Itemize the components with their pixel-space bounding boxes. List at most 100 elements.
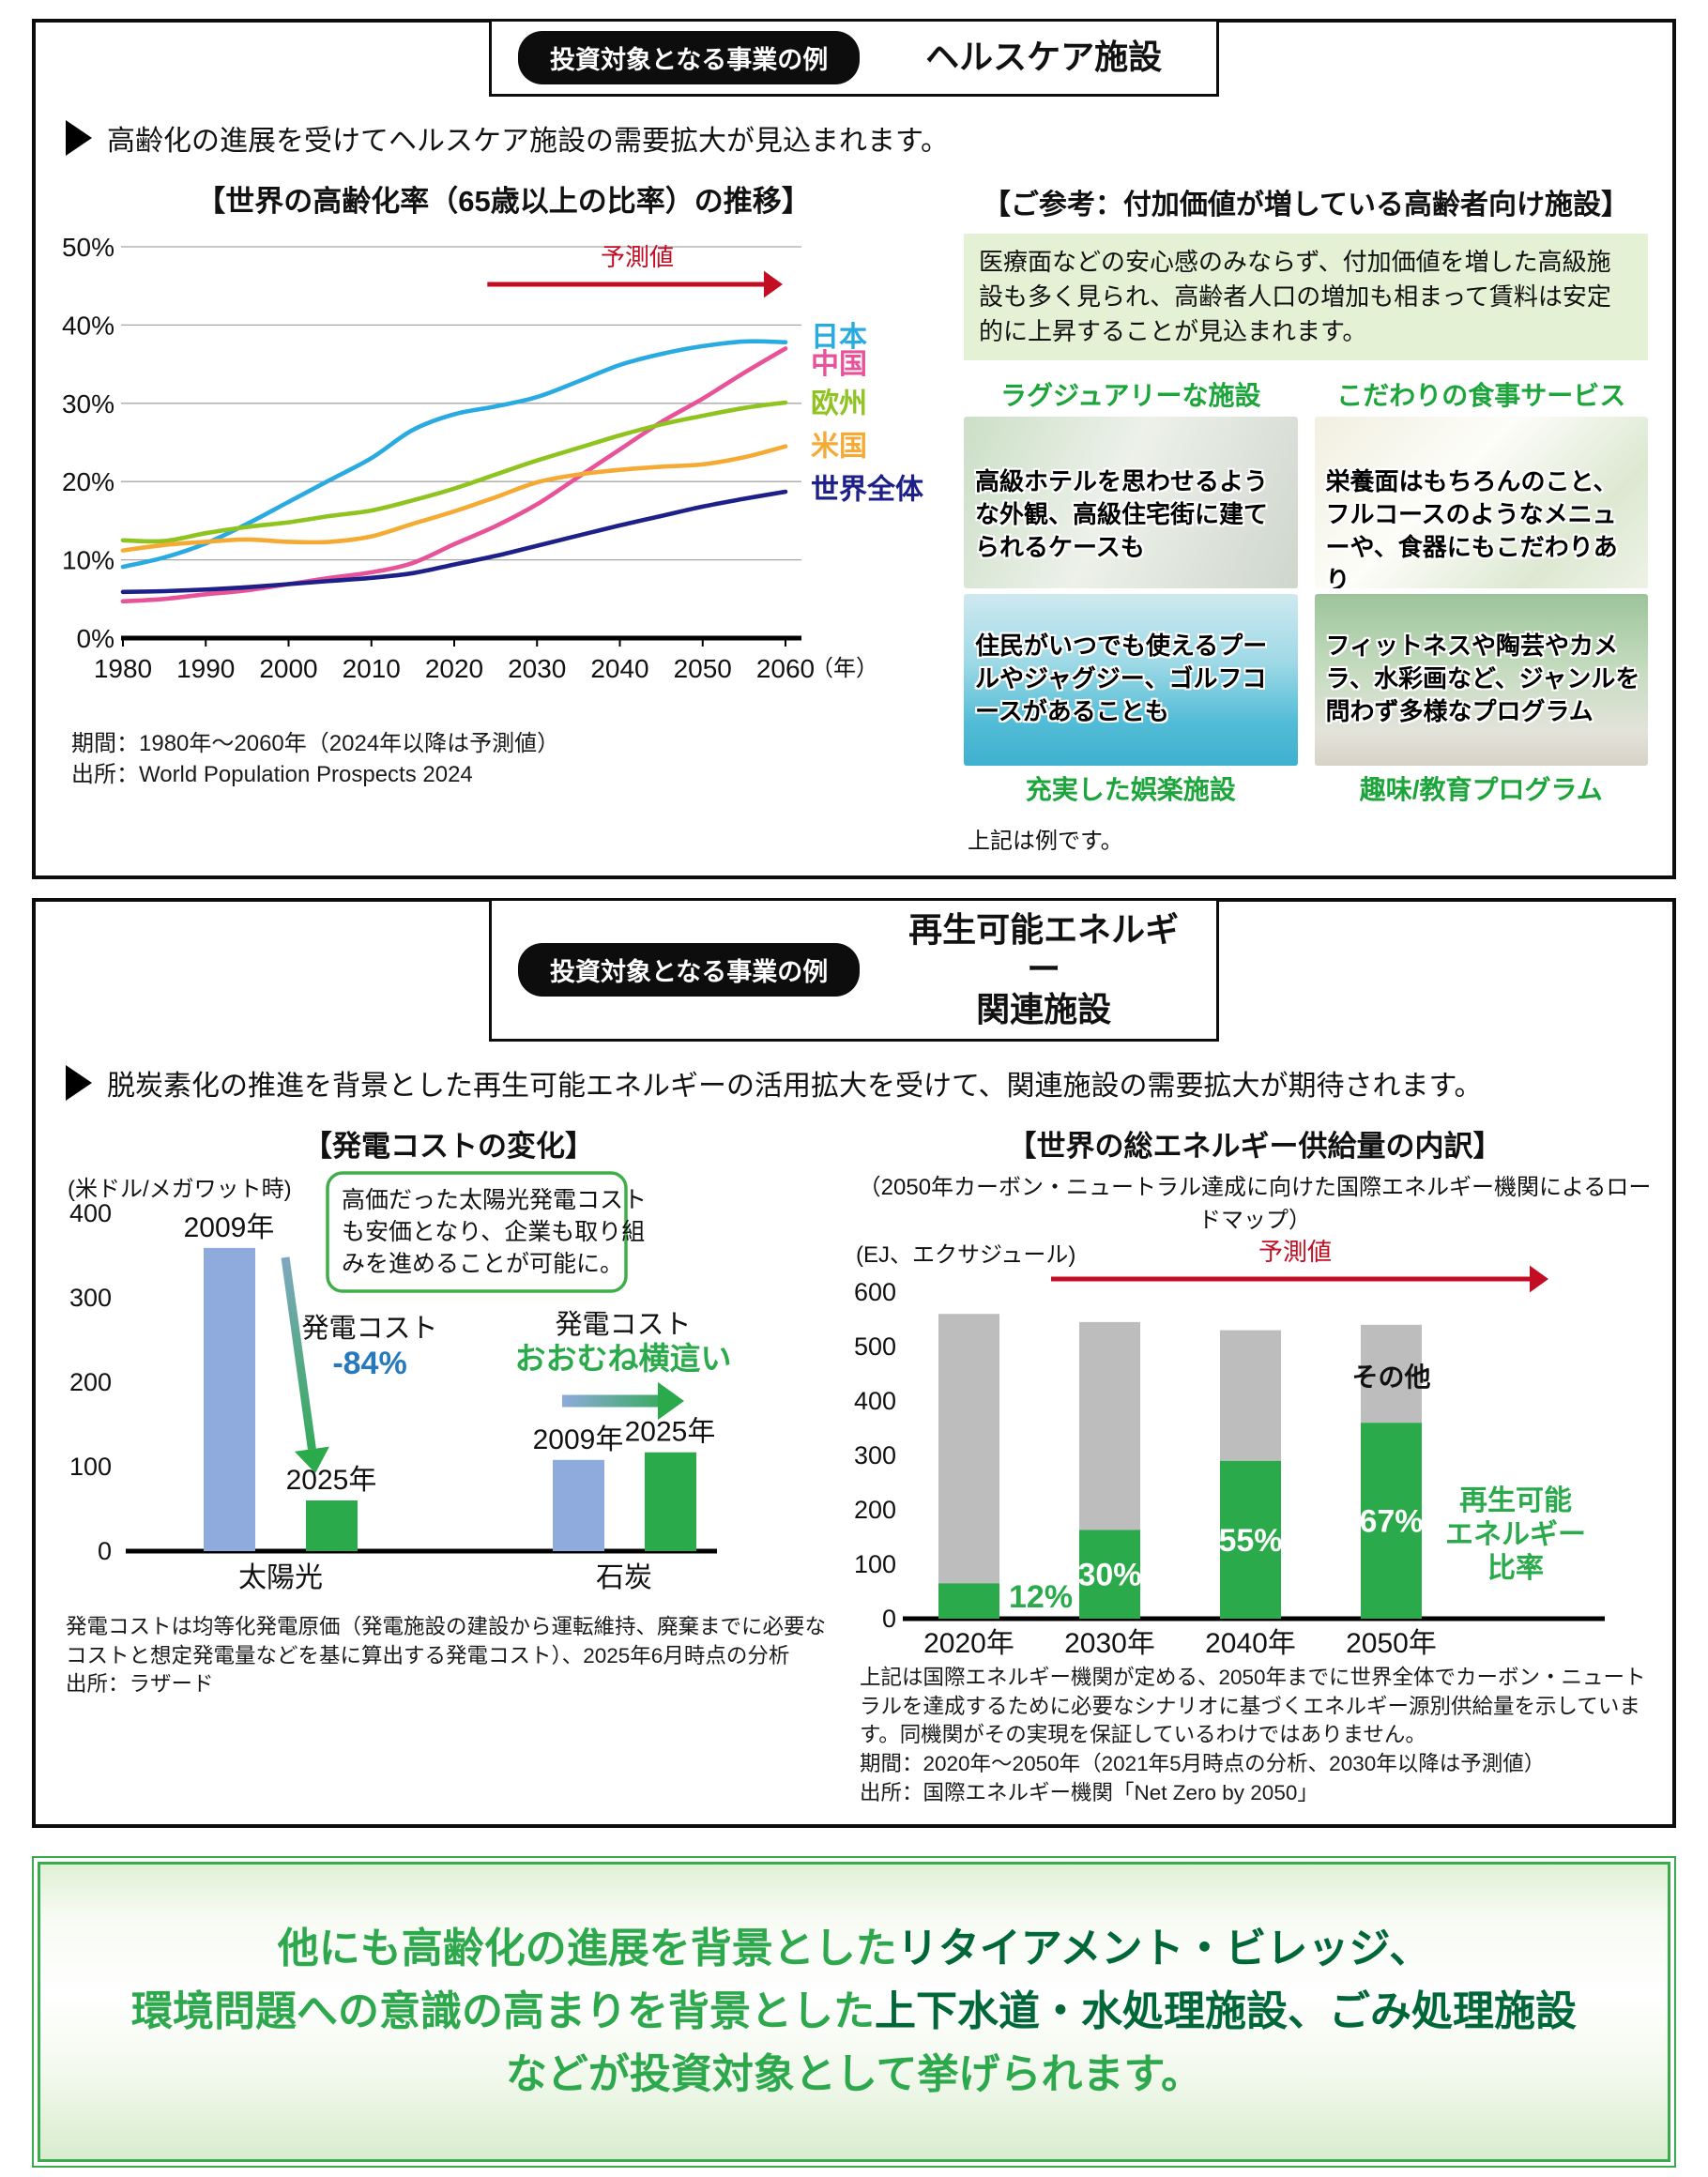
renewable-title-line2: 関連施設 — [976, 989, 1112, 1028]
generation-cost-chart-block: 【発電コストの変化】 (米ドル/メガワット時) 0 100 200 300 400 2009… — [60, 1109, 837, 1807]
svg-text:2030年: 2030年 — [1064, 1628, 1155, 1659]
svg-text:2020年: 2020年 — [923, 1628, 1014, 1659]
fine-dining-photo: 栄養面はもちろんのこと、フルコースのようなメニューや、食器にもこだわりあり — [1314, 416, 1648, 588]
generation-cost-chart-title: 【発電コストの変化】 — [303, 1130, 594, 1164]
other-investment-targets-text: 他にも高齢化の進展を背景としたリタイアメント・ビレッジ、 環境問題への意識の高まり… — [131, 1918, 1577, 2107]
facility-cards-grid: ラグジュアリーな施設 高級ホテルを思わせるような外観、高級住宅街に建てられるケース… — [964, 372, 1648, 811]
svg-text:2000: 2000 — [259, 654, 317, 683]
facility-card: ラグジュアリーな施設 高級ホテルを思わせるような外観、高級住宅街に建てられるケース… — [964, 372, 1298, 588]
facility-card: こだわりの食事サービス 栄養面はもちろんのこと、フルコースのようなメニューや、食器… — [1314, 372, 1648, 588]
renewable-energy-section: 投資対象となる事業の例 再生可能エネルギー 関連施設 脱炭素化の推進を背景とした… — [32, 897, 1676, 1829]
aging-rate-line-chart: 0% 10% 20% 30% 40% 50% 1980 1990 2000 2010 2020 203… — [62, 233, 924, 683]
summary-line: などが投資対象として挙げられます。 — [505, 2050, 1203, 2097]
svg-text:も安価となり、企業も取り組: も安価となり、企業も取り組 — [342, 1219, 645, 1245]
svg-text:50%: 50% — [62, 233, 114, 262]
svg-text:-84%: -84% — [332, 1346, 406, 1381]
aging-rate-chart-block: 【世界の高齢化率（65歳以上の比率）の推移】 0% 10% 20% 30% 40% 50%… — [60, 164, 947, 859]
aging-rate-chart-title: 【世界の高齢化率（65歳以上の比率）の推移】 — [196, 185, 811, 218]
renewable-section-header: 投資対象となる事業の例 再生可能エネルギー 関連施設 — [489, 897, 1219, 1043]
svg-text:67%: 67% — [1359, 1504, 1423, 1540]
resort-pool-photo: 住民がいつでも使えるプールやジャグジー、ゴルフコースがあることも — [964, 593, 1298, 766]
cost-source-note: 出所：ラザード — [66, 1672, 214, 1697]
reference-intro-box: 医療面などの安心感のみならず、付加価値を増した高級施設も多く見られ、高齢者人口の… — [964, 234, 1648, 360]
svg-text:2009年: 2009年 — [184, 1212, 275, 1243]
svg-text:2040年: 2040年 — [1205, 1628, 1296, 1659]
svg-text:（年）: （年） — [811, 656, 878, 681]
facility-card-caption: フィットネスや陶芸やカメラ、水彩画など、ジャンルを問わず多様なプログラム — [1325, 631, 1640, 725]
svg-text:比率: 比率 — [1487, 1553, 1544, 1584]
healthcare-section-title: ヘルスケア施設 — [925, 38, 1163, 77]
svg-text:予測値: 予測値 — [601, 243, 674, 271]
svg-text:30%: 30% — [62, 389, 114, 419]
bullet-triangle-icon — [66, 1065, 92, 1102]
svg-text:2030: 2030 — [508, 654, 566, 683]
senior-facility-reference: 【ご参考：付加価値が増している高齢者向け施設】 医療面などの安心感のみならず、付… — [964, 164, 1655, 859]
facility-card: フィットネスや陶芸やカメラ、水彩画など、ジャンルを問わず多様なプログラム趣味/教… — [1314, 593, 1648, 811]
svg-text:2050年: 2050年 — [1346, 1628, 1437, 1659]
energy-supply-notes: 上記は国際エネルギー機関が定める、2050年までに世界全体でカーボン・ニュートラ… — [860, 1664, 1655, 1807]
svg-text:2025年: 2025年 — [286, 1465, 377, 1496]
facility-card-caption: 栄養面はもちろんのこと、フルコースのようなメニューや、食器にもこだわりあり — [1325, 466, 1618, 588]
svg-text:400: 400 — [69, 1199, 112, 1227]
facility-card-label: 充実した娯楽施設 — [1025, 774, 1236, 804]
generation-cost-notes: 発電コストは均等化発電原価（発電施設の建設から運転維持、廃棄までに必要なコストと… — [66, 1613, 837, 1699]
svg-text:予測値: 予測値 — [1258, 1238, 1332, 1266]
svg-text:20%: 20% — [62, 467, 114, 496]
energy-scenario-note: 上記は国際エネルギー機関が定める、2050年までに世界全体でカーボン・ニュートラ… — [860, 1666, 1646, 1747]
svg-text:おおむね横這い: おおむね横這い — [515, 1341, 732, 1376]
svg-text:1980: 1980 — [94, 654, 152, 683]
series-label: 欧州 — [811, 388, 867, 419]
svg-text:2025年: 2025年 — [625, 1417, 716, 1448]
reference-footnote: 上記は例です。 — [968, 828, 1123, 854]
svg-text:0: 0 — [882, 1605, 896, 1633]
healthcare-lead: 高齢化の進展を受けてヘルスケア施設の需要拡大が見込まれます。 — [66, 117, 1672, 159]
healthcare-lead-text: 高齢化の進展を受けてヘルスケア施設の需要拡大が見込まれます。 — [107, 126, 949, 157]
svg-text:2010: 2010 — [343, 654, 401, 683]
summary-line: 環境問題への意識の高まりを背景とした上下水道・水処理施設、ごみ処理施設 — [131, 1987, 1577, 2034]
renewable-lead: 脱炭素化の推進を背景とした再生可能エネルギーの活用拡大を受けて、関連施設の需要拡… — [66, 1062, 1672, 1104]
svg-text:12%: 12% — [1009, 1579, 1073, 1615]
svg-text:1990: 1990 — [176, 654, 235, 683]
renewable-lead-text: 脱炭素化の推進を背景とした再生可能エネルギーの活用拡大を受けて、関連施設の需要拡… — [107, 1071, 1483, 1103]
svg-text:100: 100 — [69, 1453, 112, 1481]
svg-text:(EJ、エクサジュール): (EJ、エクサジュール) — [856, 1242, 1075, 1268]
svg-text:600: 600 — [854, 1278, 896, 1306]
other-investment-targets-inner: 他にも高齢化の進展を背景としたリタイアメント・ビレッジ、 環境問題への意識の高まり… — [38, 1862, 1670, 2163]
renewable-title-line1: 再生可能エネルギー — [908, 909, 1180, 989]
svg-text:300: 300 — [854, 1441, 896, 1469]
svg-text:エネルギー: エネルギー — [1445, 1519, 1586, 1550]
facility-card-label: 趣味/教育プログラム — [1359, 774, 1603, 804]
svg-text:太陽光: 太陽光 — [238, 1562, 323, 1593]
svg-text:55%: 55% — [1218, 1523, 1282, 1559]
facility-card: 住民がいつでも使えるプールやジャグジー、ゴルフコースがあることも充実した娯楽施設 — [964, 593, 1298, 811]
aging-rate-chart-notes: 期間：1980年～2060年（2024年以降は予測値） 出所：World Pop… — [71, 728, 947, 790]
svg-text:100: 100 — [854, 1550, 896, 1578]
svg-text:2020: 2020 — [425, 654, 483, 683]
investment-example-badge: 投資対象となる事業の例 — [518, 31, 861, 84]
svg-text:500: 500 — [854, 1332, 896, 1361]
energy-period-note: 期間：2020年～2050年（2021年5月時点の分析、2030年以降は予測値） — [860, 1751, 1546, 1775]
svg-text:300: 300 — [69, 1284, 112, 1312]
svg-text:0: 0 — [98, 1537, 112, 1565]
other-investment-targets-box: 他にも高齢化の進展を背景としたリタイアメント・ビレッジ、 環境問題への意識の高まり… — [32, 1856, 1676, 2169]
svg-text:30%: 30% — [1077, 1558, 1141, 1593]
aging-chart-period-note: 期間：1980年～2060年（2024年以降は予測値） — [71, 731, 560, 756]
svg-text:10%: 10% — [62, 546, 114, 575]
svg-text:高価だった太陽光発電コスト: 高価だった太陽光発電コスト — [342, 1187, 647, 1213]
series-label: 世界全体 — [811, 474, 924, 506]
series-label: 日本 — [811, 322, 867, 353]
series-label: 中国 — [811, 349, 867, 380]
bullet-triangle-icon — [66, 120, 92, 156]
outdoor-leisure-photo: フィットネスや陶芸やカメラ、水彩画など、ジャンルを問わず多様なプログラム — [1314, 593, 1648, 766]
energy-source-note: 出所：国際エネルギー機関「Net Zero by 2050」 — [860, 1780, 1319, 1804]
healthcare-content: 【世界の高齢化率（65歳以上の比率）の推移】 0% 10% 20% 30% 40% 50%… — [36, 159, 1672, 862]
svg-text:(米ドル/メガワット時): (米ドル/メガワット時) — [68, 1177, 292, 1202]
svg-text:みを進めることが可能に。: みを進めることが可能に。 — [342, 1251, 623, 1277]
renewable-content: 【発電コストの変化】 (米ドル/メガワット時) 0 100 200 300 400 2009… — [36, 1104, 1672, 1811]
svg-text:40%: 40% — [62, 311, 114, 340]
svg-text:石炭: 石炭 — [596, 1562, 652, 1593]
svg-text:2050: 2050 — [674, 654, 732, 683]
luxury-interior-photo: 高級ホテルを思わせるような外観、高級住宅街に建てられるケースも — [964, 416, 1298, 588]
energy-supply-chart-block: 【世界の総エネルギー供給量の内訳】 （2050年カーボン・ニュートラル達成に向け… — [854, 1109, 1655, 1807]
svg-text:0%: 0% — [77, 624, 114, 653]
